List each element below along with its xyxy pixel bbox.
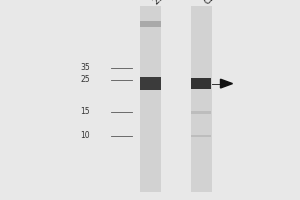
Polygon shape	[220, 79, 232, 88]
Text: 35: 35	[80, 64, 90, 72]
Bar	[191, 135, 211, 137]
Text: C2C12: C2C12	[202, 0, 230, 6]
Bar	[191, 110, 211, 114]
Bar	[190, 6, 212, 192]
Text: 25: 25	[80, 75, 90, 84]
Bar	[140, 21, 160, 27]
Text: 15: 15	[80, 108, 90, 116]
Bar	[191, 78, 211, 89]
Bar	[140, 77, 160, 90]
Text: 293: 293	[152, 0, 170, 6]
Bar	[140, 6, 160, 192]
Text: 10: 10	[80, 132, 90, 140]
